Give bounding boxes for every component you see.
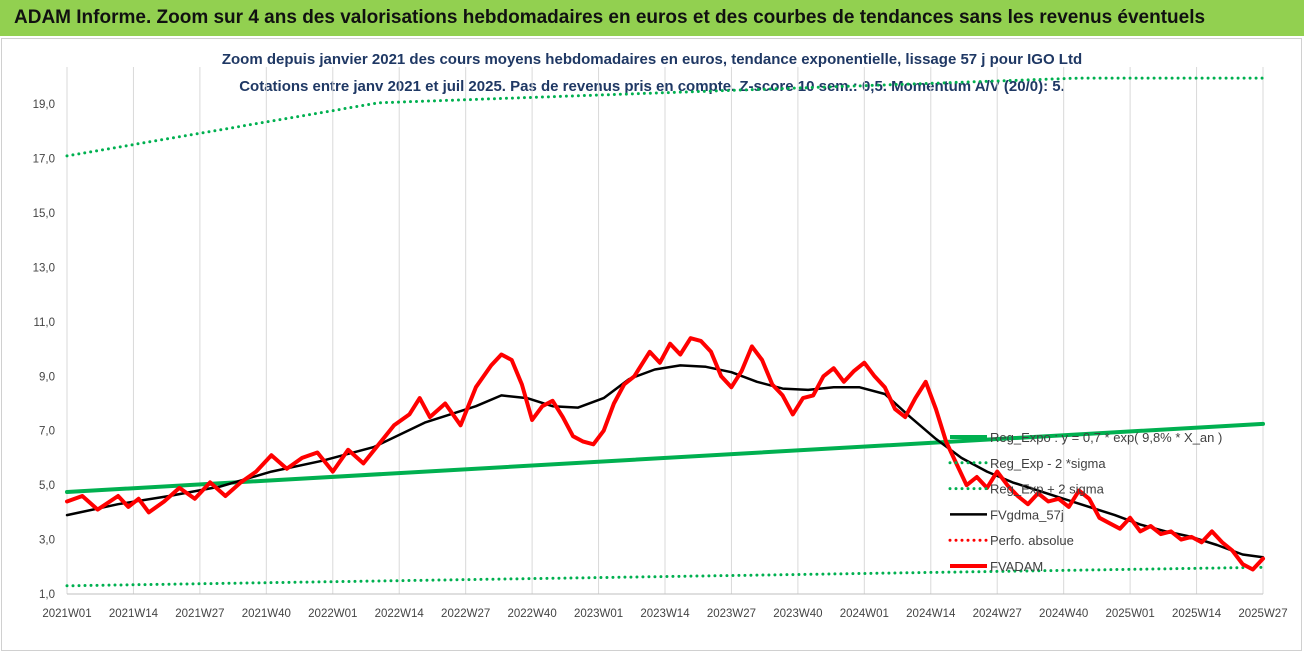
x-tick-label: 2021W14 (109, 608, 159, 620)
x-tick-label: 2023W40 (773, 608, 822, 620)
y-tick-label: 19,0 (33, 99, 55, 111)
x-tick-label: 2024W40 (1039, 608, 1088, 620)
x-tick-label: 2021W40 (242, 608, 291, 620)
y-tick-label: 15,0 (33, 208, 55, 220)
y-tick-label: 9,0 (39, 371, 55, 383)
x-tick-label: 2022W40 (507, 608, 556, 620)
y-tick-label: 13,0 (33, 262, 55, 274)
x-tick-label: 2022W27 (441, 608, 490, 620)
x-tick-label: 2024W14 (906, 608, 956, 620)
series-line-1 (65, 565, 1265, 588)
series-line-3 (65, 364, 1265, 559)
x-tick-label: 2025W27 (1238, 608, 1287, 620)
legend-label: FVgdma_57j (990, 507, 1064, 522)
y-tick-label: 1,0 (39, 589, 55, 601)
legend-label: FVADAM (990, 559, 1043, 574)
y-tick-label: 5,0 (39, 480, 55, 492)
chart-subtitle: Cotations entre janv 2021 et juil 2025. … (239, 78, 1065, 95)
series-line-5 (65, 336, 1265, 572)
series-line-0 (65, 421, 1265, 494)
x-tick-label: 2022W01 (308, 608, 357, 620)
legend-label: Reg_Expo : y = 0,7 * exp( 9,8% * X_an ) (990, 430, 1222, 445)
x-tick-label: 2021W27 (175, 608, 224, 620)
x-tick-label: 2025W14 (1172, 608, 1222, 620)
legend-label: Perfo. absolue (990, 533, 1074, 548)
banner-title: ADAM Informe. Zoom sur 4 ans des valoris… (14, 7, 1206, 28)
y-tick-label: 11,0 (33, 317, 55, 329)
y-tick-label: 3,0 (39, 535, 55, 547)
x-tick-label: 2024W01 (840, 608, 889, 620)
x-tick-label: 2022W14 (375, 608, 425, 620)
chart-frame (1, 38, 1302, 651)
report-banner: ADAM Informe. Zoom sur 4 ans des valoris… (0, 0, 1304, 36)
chart-title: Zoom depuis janvier 2021 des cours moyen… (221, 51, 1083, 68)
legend-label: Reg_Exp - 2 *sigma (990, 456, 1106, 471)
x-tick-label: 2021W01 (42, 608, 91, 620)
x-tick-label: 2024W27 (973, 608, 1022, 620)
y-tick-label: 17,0 (33, 154, 55, 166)
x-tick-label: 2023W14 (640, 608, 690, 620)
y-tick-label: 7,0 (39, 426, 55, 438)
x-tick-label: 2023W01 (574, 608, 623, 620)
series-line-2 (65, 76, 1265, 158)
legend-label: Reg_Exp + 2 sigma (990, 482, 1105, 497)
x-tick-label: 2023W27 (707, 608, 756, 620)
x-tick-label: 2025W01 (1105, 608, 1154, 620)
